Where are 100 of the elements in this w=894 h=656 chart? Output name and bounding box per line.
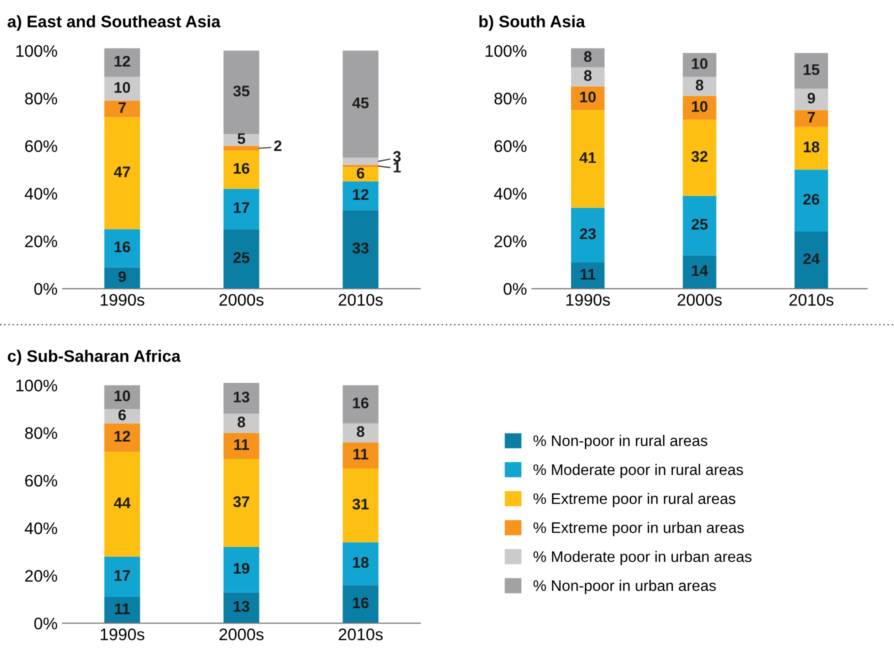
bar <box>682 76 716 96</box>
bar <box>682 255 716 289</box>
y-tick-label: 100% <box>16 45 58 57</box>
data-label: 41 <box>580 152 596 163</box>
data-label: 10 <box>114 82 130 93</box>
data-label: 3 <box>393 151 401 162</box>
data-label: 33 <box>352 242 369 254</box>
data-label: 24 <box>803 253 820 264</box>
bar <box>104 100 140 118</box>
y-tick-label: 20% <box>25 570 58 582</box>
bar <box>682 120 716 196</box>
y-tick-label: 80% <box>25 92 58 104</box>
data-label: 7 <box>118 102 126 113</box>
chart-title: b) South Asia <box>479 15 586 31</box>
legend-label: % Non-poor in rural areas <box>533 434 708 450</box>
bar <box>342 210 378 289</box>
data-label: 17 <box>114 570 130 581</box>
bar <box>104 452 140 557</box>
data-label: 10 <box>692 101 708 112</box>
bar <box>342 423 378 442</box>
bar <box>571 48 605 68</box>
legend-label: % Moderate poor in urban areas <box>533 550 752 566</box>
data-label: 10 <box>580 92 596 102</box>
bar <box>571 262 605 289</box>
data-label: 10 <box>114 390 130 402</box>
data-label: 47 <box>114 166 130 178</box>
y-tick-label: 80% <box>494 92 526 104</box>
bar <box>794 53 828 89</box>
bar <box>104 267 140 289</box>
y-tick-label: 60% <box>25 140 58 152</box>
legend-label: % Extreme poor in rural areas <box>533 492 736 508</box>
data-label: 11 <box>115 604 130 614</box>
bar <box>104 423 140 452</box>
bar <box>224 134 260 146</box>
y-tick-label: 100% <box>16 380 58 392</box>
x-tick-label: 2010s <box>338 628 383 640</box>
x-tick-label: 2010s <box>338 294 383 306</box>
legend-label: % Non-poor in urban areas <box>533 580 716 594</box>
y-tick-label: 40% <box>24 522 58 534</box>
data-label: 15 <box>804 64 820 76</box>
y-tick-label: 80% <box>25 427 58 440</box>
bar <box>571 208 605 262</box>
data-label: 16 <box>353 398 369 408</box>
bar <box>224 229 260 289</box>
bar <box>104 409 140 424</box>
data-label: 5 <box>238 133 246 144</box>
chart-title: a) East and Southeast Asia <box>8 15 221 31</box>
legend-label: % Moderate poor in rural areas <box>533 464 743 478</box>
bar <box>794 88 828 110</box>
bar <box>224 414 260 433</box>
bar <box>794 170 828 232</box>
x-tick-label: 2010s <box>789 294 834 306</box>
data-label: 12 <box>114 430 130 442</box>
data-label: 8 <box>696 80 704 90</box>
data-label: 19 <box>234 562 250 574</box>
chart-title: c) Sub-Saharan Africa <box>8 350 181 366</box>
data-label: 2 <box>274 140 282 152</box>
bar <box>342 468 378 542</box>
data-label: 25 <box>692 218 708 230</box>
bar <box>104 385 140 410</box>
y-tick-label: 60% <box>494 140 526 152</box>
x-tick-label: 1990s <box>100 294 144 306</box>
data-label: 16 <box>114 241 130 252</box>
bar <box>571 67 605 86</box>
y-tick-label: 40% <box>494 188 526 200</box>
data-label: 12 <box>353 189 368 200</box>
data-label: 1 <box>394 162 401 172</box>
data-label: 8 <box>238 416 246 428</box>
data-label: 18 <box>804 142 820 152</box>
y-tick-label: 100% <box>486 45 526 57</box>
bar <box>224 150 260 189</box>
bar <box>224 382 260 414</box>
data-label: 35 <box>233 86 250 96</box>
x-tick-label: 2000s <box>220 294 264 306</box>
data-label: 16 <box>234 162 250 174</box>
bar <box>794 110 828 127</box>
bar <box>682 196 716 256</box>
data-label: 13 <box>234 601 250 612</box>
bar <box>224 50 260 134</box>
data-label: 9 <box>808 92 815 104</box>
x-tick-label: 2000s <box>220 628 264 640</box>
data-label: 32 <box>691 151 708 162</box>
x-tick-label: 2000s <box>678 294 722 306</box>
bar <box>224 188 260 230</box>
data-label: 44 <box>114 498 131 508</box>
data-label: 7 <box>808 112 815 122</box>
bar <box>794 232 828 289</box>
x-tick-label: 1990s <box>566 294 610 306</box>
data-label: 11 <box>234 439 250 450</box>
bar <box>224 459 260 548</box>
data-label: 37 <box>233 496 250 508</box>
y-tick-label: 20% <box>25 235 58 248</box>
data-label: 11 <box>580 268 596 280</box>
bar <box>224 146 260 151</box>
y-tick-label: 0% <box>34 618 58 630</box>
data-label: 8 <box>584 70 592 81</box>
y-tick-label: 0% <box>504 283 526 295</box>
bar <box>571 110 605 208</box>
y-tick-label: 60% <box>25 474 58 487</box>
data-label: 10 <box>692 58 708 70</box>
